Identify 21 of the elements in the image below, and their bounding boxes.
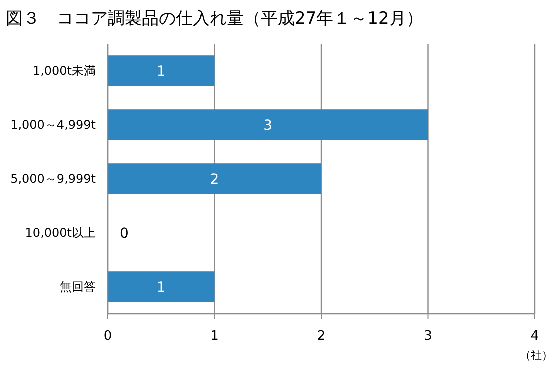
data-label: 2 (210, 172, 220, 188)
y-tick-label: 1,000～4,999t (10, 118, 96, 132)
bar (108, 272, 215, 302)
y-tick-label: 1,000t未満 (32, 64, 96, 78)
x-tick-label: 4 (530, 329, 540, 344)
y-tick-label: 10,000t以上 (25, 226, 96, 240)
bar (108, 56, 215, 86)
y-tick-label: 無回答 (60, 280, 96, 294)
bar (108, 110, 428, 140)
x-tick-label: 3 (424, 329, 432, 344)
data-label: 0 (120, 226, 129, 242)
y-tick-label: 5,000～9,999t (10, 172, 96, 186)
data-label: 3 (264, 118, 273, 134)
data-label: 1 (156, 64, 166, 80)
x-axis-title: （社） (520, 349, 553, 362)
x-tick-label: 0 (104, 329, 112, 344)
bar (108, 164, 322, 194)
chart-title: 図３ ココア調製品の仕入れ量（平成27年１～12月） (6, 9, 424, 29)
data-label: 1 (156, 280, 166, 296)
x-tick-label: 1 (210, 329, 219, 344)
x-tick-label: 2 (317, 329, 326, 344)
